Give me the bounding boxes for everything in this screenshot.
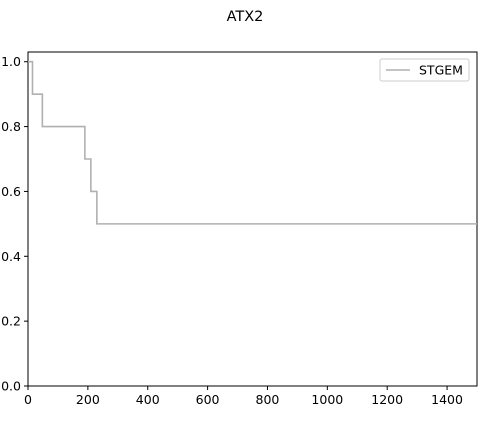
y-tick-label: 0.4 [1,249,21,264]
legend-label: STGEM [419,63,463,78]
series-layer [28,60,477,225]
x-tick-label: 800 [256,392,280,407]
x-tick-label: 1200 [371,392,403,407]
y-tick-label: 0.0 [1,379,21,394]
y-tick-label: 1.0 [1,54,21,69]
legend: STGEM [379,58,470,82]
y-tick-label: 0.6 [1,184,21,199]
x-tick-label: 1400 [431,392,463,407]
x-tick-label: 0 [24,392,32,407]
y-axis: 0.0 0.2 0.4 0.6 0.8 1.0 [1,54,28,394]
y-tick-label: 0.8 [1,119,21,134]
x-tick-label: 200 [76,392,100,407]
x-tick-label: 600 [196,392,220,407]
x-tick-label: 1000 [311,392,343,407]
legend-box [379,58,470,82]
series-line-stgem [28,60,477,225]
chart-title: ATX2 [227,9,264,25]
plot-frame [27,51,478,387]
x-axis: 0 200 400 600 800 1000 1200 1400 [24,386,463,407]
y-tick-label: 0.2 [1,314,21,329]
x-tick-label: 400 [136,392,160,407]
